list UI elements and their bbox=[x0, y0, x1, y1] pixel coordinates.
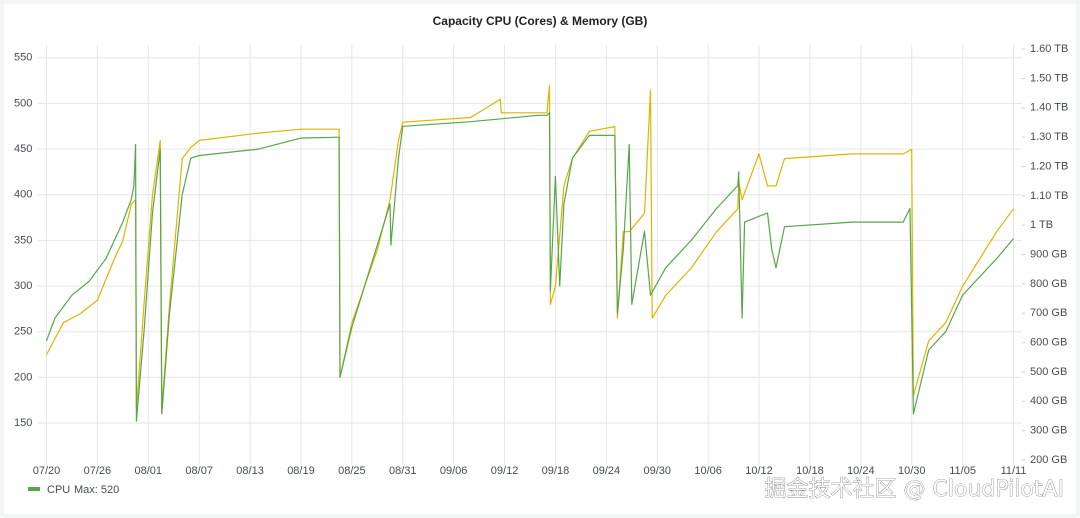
y2-tick-label: 1.60 TB bbox=[1030, 43, 1068, 55]
y2-tick-label: 600 GB bbox=[1030, 337, 1067, 349]
x-tick-label: 09/12 bbox=[491, 465, 519, 477]
y-tick-label: 150 bbox=[14, 417, 32, 429]
y2-tick-label: 900 GB bbox=[1030, 248, 1067, 260]
x-tick-label: 10/18 bbox=[796, 465, 824, 477]
y2-tick-label: 400 GB bbox=[1030, 395, 1067, 407]
x-tick-label: 08/13 bbox=[236, 465, 264, 477]
x-tick-label: 09/06 bbox=[440, 465, 468, 477]
x-tick-label: 08/19 bbox=[287, 465, 315, 477]
y-tick-label: 300 bbox=[14, 280, 32, 292]
y2-tick-label: 500 GB bbox=[1030, 366, 1067, 378]
y2-tick-label: 300 GB bbox=[1030, 425, 1067, 437]
y2-tick-label: 1.20 TB bbox=[1030, 160, 1068, 172]
y2-tick-label: 700 GB bbox=[1030, 307, 1067, 319]
legend-swatch bbox=[28, 487, 40, 491]
y2-tick-label: 800 GB bbox=[1030, 278, 1067, 290]
panel bbox=[4, 4, 1076, 514]
y-tick-label: 250 bbox=[14, 326, 32, 338]
legend-max: Max: 520 bbox=[74, 484, 119, 496]
x-tick-label: 08/31 bbox=[389, 465, 417, 477]
watermark: 掘金技术社区 @ CloudPilotAI bbox=[765, 477, 1064, 502]
y-tick-label: 450 bbox=[14, 143, 32, 155]
x-tick-label: 10/06 bbox=[694, 465, 722, 477]
x-tick-label: 09/24 bbox=[593, 465, 621, 477]
y2-tick-label: 1.40 TB bbox=[1030, 102, 1068, 114]
chart-title: Capacity CPU (Cores) & Memory (GB) bbox=[433, 14, 648, 28]
series-line bbox=[45, 112, 1014, 422]
y-tick-label: 500 bbox=[14, 97, 32, 109]
x-tick-label: 08/01 bbox=[135, 465, 163, 477]
y2-tick-label: 1.10 TB bbox=[1030, 190, 1068, 202]
x-tick-label: 08/25 bbox=[338, 465, 366, 477]
x-tick-label: 10/24 bbox=[847, 465, 875, 477]
legend-label: CPU bbox=[47, 484, 70, 496]
y2-tick-label: 1.50 TB bbox=[1030, 72, 1068, 84]
x-tick-label: 08/07 bbox=[185, 465, 213, 477]
y2-tick-label: 1 TB bbox=[1030, 219, 1053, 231]
y-tick-label: 200 bbox=[14, 371, 32, 383]
x-tick-label: 10/30 bbox=[898, 465, 926, 477]
y-tick-label: 550 bbox=[14, 52, 32, 64]
x-tick-label: 10/12 bbox=[745, 465, 773, 477]
y-tick-label: 350 bbox=[14, 234, 32, 246]
x-tick-label: 09/18 bbox=[542, 465, 570, 477]
x-tick-label: 07/20 bbox=[33, 465, 61, 477]
x-tick-label: 11/05 bbox=[949, 465, 976, 477]
x-tick-label: 11/11 bbox=[1001, 465, 1027, 477]
x-tick-label: 07/26 bbox=[84, 465, 112, 477]
y-tick-label: 400 bbox=[14, 189, 32, 201]
x-tick-label: 09/30 bbox=[643, 465, 671, 477]
y2-tick-label: 1.30 TB bbox=[1030, 131, 1068, 143]
y2-tick-label: 200 GB bbox=[1030, 454, 1067, 466]
